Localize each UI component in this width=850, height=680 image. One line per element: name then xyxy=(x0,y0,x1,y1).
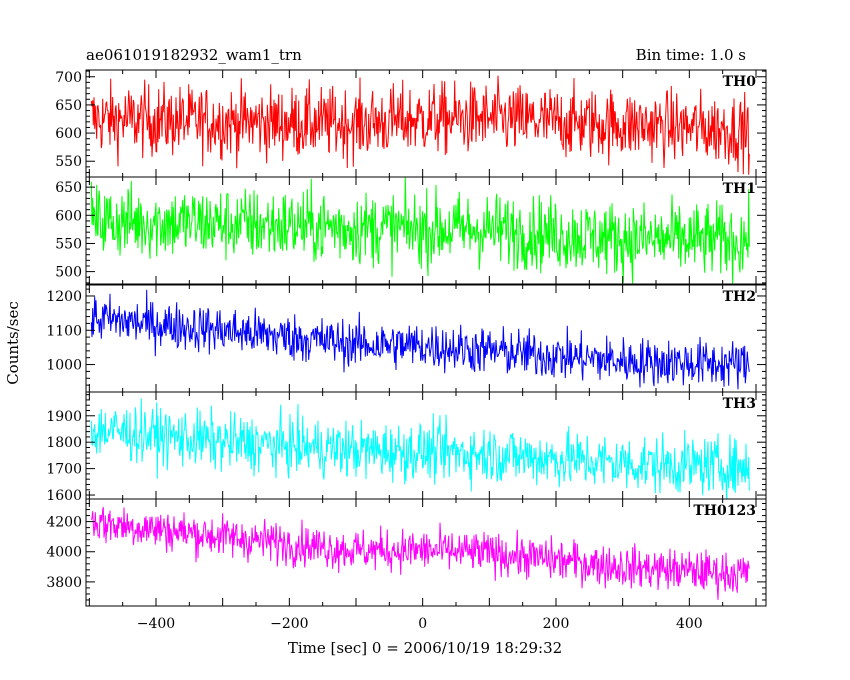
figure-title: ae061019182932_wam1_trn xyxy=(86,46,302,64)
y-tick-label: 650 xyxy=(55,180,82,196)
series-line-th3 xyxy=(90,398,750,499)
x-tick-label: 0 xyxy=(418,616,427,632)
y-tick-label: 650 xyxy=(55,98,82,114)
panel-label: TH0123 xyxy=(693,503,756,519)
y-tick-label: 3800 xyxy=(46,575,82,591)
series-line-th0 xyxy=(90,75,750,175)
panels-group: 550 600 650 700 TH0 500 550 600 650 TH1 1000 1100 12… xyxy=(46,69,767,607)
panel-th1: 500 550 600 650 TH1 xyxy=(55,176,767,285)
y-tick-label: 550 xyxy=(55,236,82,252)
x-axis-label: Time [sec] 0 = 2006/10/19 18:29:32 xyxy=(288,639,562,657)
y-tick-label: 600 xyxy=(55,208,82,224)
panel-th3: 1600 1700 1800 1900 TH3 xyxy=(46,391,767,504)
y-tick-label: 1900 xyxy=(46,409,82,425)
series-line-th2 xyxy=(90,289,750,390)
panel-frame xyxy=(85,498,767,607)
y-tick-label: 500 xyxy=(55,265,82,281)
series-line-th1 xyxy=(90,177,750,284)
panel-label: TH1 xyxy=(723,181,756,197)
y-tick-label: 1800 xyxy=(46,435,82,451)
x-tick-label: −200 xyxy=(270,616,308,632)
x-tick-label: 400 xyxy=(676,616,703,632)
y-axis-label: Counts/sec xyxy=(4,301,22,385)
y-tick-label: 1100 xyxy=(46,323,82,339)
panel-label: TH0 xyxy=(723,74,757,90)
y-tick-label: 4000 xyxy=(46,545,82,561)
y-tick-label: 700 xyxy=(55,70,82,86)
panel-label: TH2 xyxy=(723,289,756,305)
x-tick-label: 200 xyxy=(543,616,570,632)
x-axis: −400 −200 0 200 400 xyxy=(137,616,703,632)
bin-time-label: Bin time: 1.0 s xyxy=(636,46,746,64)
panel-th0: 550 600 650 700 TH0 xyxy=(55,69,767,178)
panel-label: TH3 xyxy=(723,396,756,412)
x-tick-label: −400 xyxy=(137,616,175,632)
series-line-th0123 xyxy=(90,506,750,600)
panel-frame xyxy=(85,284,767,393)
y-tick-label: 1600 xyxy=(46,488,82,504)
y-tick-label: 550 xyxy=(55,154,82,170)
y-tick-label: 1000 xyxy=(46,358,82,374)
y-tick-label: 4200 xyxy=(46,515,82,531)
panel-th2: 1000 1100 1200 TH2 xyxy=(46,284,767,393)
y-tick-label: 1200 xyxy=(46,289,82,305)
panel-th0123: 3800 4000 4200 TH0123 xyxy=(46,498,767,607)
y-tick-label: 600 xyxy=(55,126,82,142)
y-tick-label: 1700 xyxy=(46,462,82,478)
panel-frame xyxy=(85,176,767,285)
